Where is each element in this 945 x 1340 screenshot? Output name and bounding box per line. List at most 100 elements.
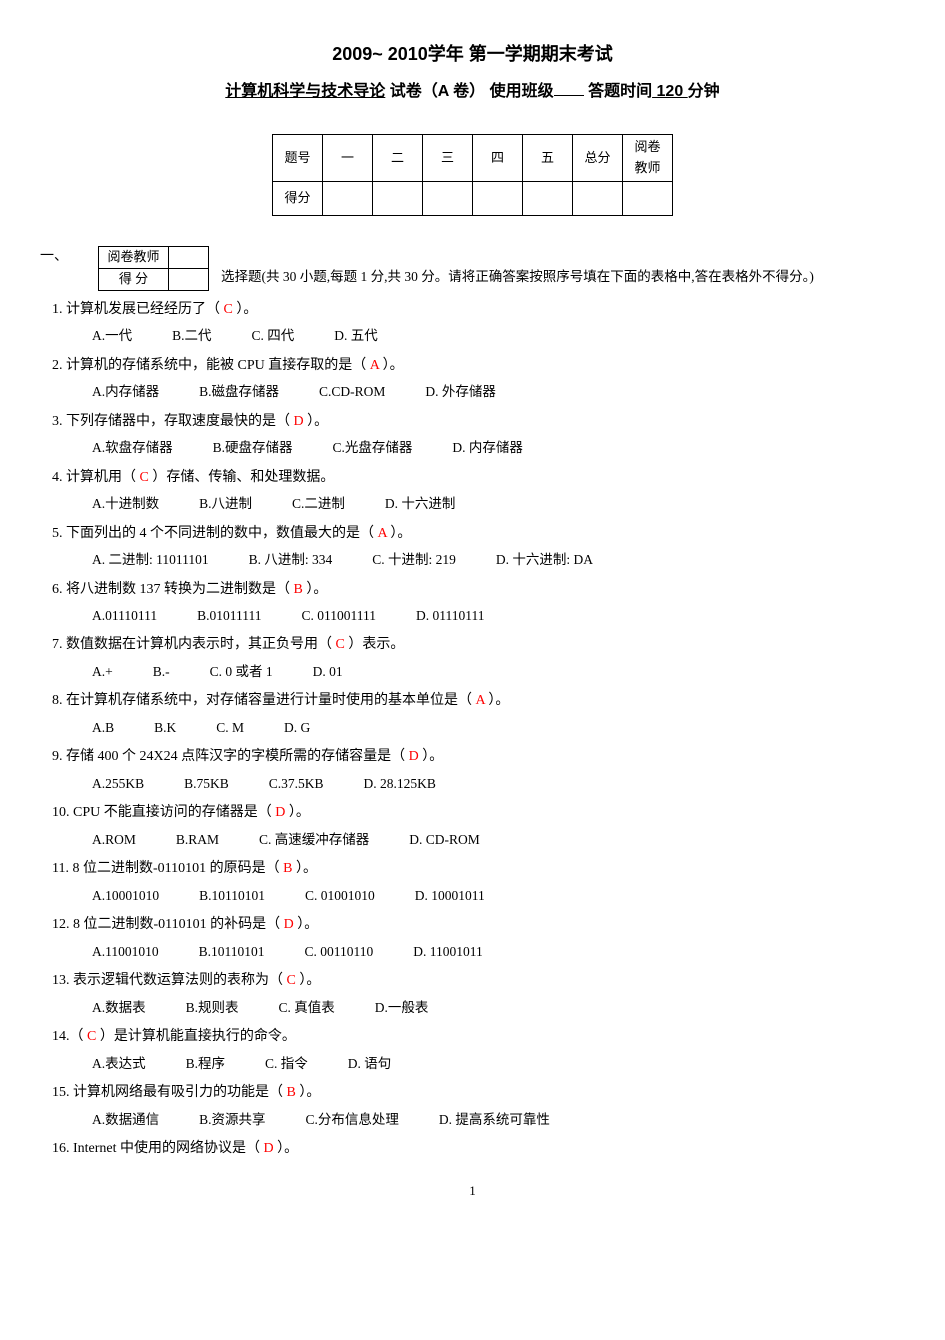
question-text: 16. Internet 中使用的网络协议是（ D ）。 (52, 1138, 905, 1160)
option: C.光盘存储器 (333, 437, 413, 459)
section-1-header: 一、 阅卷教师 得 分 选择题(共 30 小题,每题 1 分,共 30 分。请将… (40, 246, 905, 291)
score-cell (373, 181, 423, 215)
question-stem: 8 位二进制数-0110101 的补码是（ (70, 917, 281, 932)
option: C.37.5KB (269, 773, 324, 795)
time-unit: 分钟 (688, 83, 720, 100)
option: B.RAM (176, 829, 219, 851)
answer-letter: C (283, 973, 299, 988)
option: B.硬盘存储器 (213, 437, 293, 459)
question-options: A.255KB B.75KB C.37.5KB D. 28.125KB (92, 773, 905, 795)
answer-letter: C (84, 1029, 100, 1044)
question-options: A.十进制数B.八进制C.二进制D. 十六进制 (92, 493, 905, 515)
mini-label-teacher: 阅卷教师 (99, 246, 169, 268)
question-number: 2. (52, 358, 63, 373)
answer-letter: B (280, 861, 296, 876)
option: D. 28.125KB (364, 773, 436, 795)
option: B.磁盘存储器 (199, 381, 279, 403)
score-cell (523, 181, 573, 215)
questions-container: 1. 计算机发展已经经历了（ C ）。A.一代B.二代C. 四代D. 五代2. … (40, 299, 905, 1161)
score-col-label: 题号 (273, 135, 323, 182)
option: C.CD-ROM (319, 381, 385, 403)
question-tail: ）。 (299, 1085, 320, 1100)
option: B. 八进制: 334 (249, 549, 333, 571)
score-col-3: 三 (423, 135, 473, 182)
option: C.二进制 (292, 493, 345, 515)
time-label: 答题时间 (584, 83, 652, 100)
question-number: 1. (52, 302, 63, 317)
answer-letter: D (405, 749, 422, 764)
question: 5. 下面列出的 4 个不同进制的数中，数值最大的是（ A ）。A. 二进制: … (52, 523, 905, 571)
question: 6. 将八进制数 137 转换为二进制数是（ B ）。A.01110111B.0… (52, 579, 905, 627)
section-number: 一、 (40, 246, 68, 268)
option: B.10110101 (199, 885, 265, 907)
question-text: 3. 下列存储器中，存取速度最快的是（ D ）。 (52, 411, 905, 433)
question-number: 5. (52, 526, 63, 541)
option: D. 11001011 (413, 941, 483, 963)
option: B.资源共享 (199, 1109, 265, 1131)
question: 4. 计算机用（ C ）存储、传输、和处理数据。A.十进制数B.八进制C.二进制… (52, 467, 905, 515)
question-text: 6. 将八进制数 137 转换为二进制数是（ B ）。 (52, 579, 905, 601)
question-tail: ）存储、传输、和处理数据。 (152, 470, 334, 485)
question-stem: 在计算机存储系统中，对存储容量进行计量时使用的基本单位是（ (63, 693, 473, 708)
answer-letter: A (472, 693, 488, 708)
answer-letter: C (136, 470, 152, 485)
question-stem: 计算机网络最有吸引力的功能是（ (70, 1085, 284, 1100)
answer-letter: B (290, 582, 306, 597)
question-number: 12. (52, 917, 70, 932)
question-stem: （ (70, 1029, 84, 1044)
question-tail: ）。 (422, 749, 443, 764)
question-text: 7. 数值数据在计算机内表示时，其正负号用（ C ）表示。 (52, 634, 905, 656)
question-options: A.10001010B.10110101C. 01001010D. 100010… (92, 885, 905, 907)
option: A. 二进制: 11011101 (92, 549, 209, 571)
question-text: 8. 在计算机存储系统中，对存储容量进行计量时使用的基本单位是（ A ）。 (52, 690, 905, 712)
page-number: 1 (40, 1181, 905, 1202)
question-number: 16. (52, 1141, 70, 1156)
question-stem: CPU 不能直接访问的存储器是（ (70, 805, 272, 820)
option: C. M (216, 717, 244, 739)
question-tail: ）。 (289, 805, 310, 820)
option: A.255KB (92, 773, 144, 795)
question-number: 7. (52, 637, 63, 652)
question-options: A.软盘存储器B.硬盘存储器C.光盘存储器D. 内存储器 (92, 437, 905, 459)
section-description: 选择题(共 30 小题,每题 1 分,共 30 分。请将正确答案按照序号填在下面… (221, 246, 814, 288)
question-text: 11. 8 位二进制数-0110101 的原码是（ B ）。 (52, 858, 905, 880)
option: B.75KB (184, 773, 229, 795)
question: 13. 表示逻辑代数运算法则的表称为（ C ）。A.数据表B.规则表C. 真值表… (52, 970, 905, 1018)
question: 16. Internet 中使用的网络协议是（ D ）。 (52, 1138, 905, 1160)
answer-letter: D (260, 1141, 277, 1156)
option: A.11001010 (92, 941, 159, 963)
time-value: 120 (652, 83, 688, 100)
option: C. 四代 (252, 325, 295, 347)
option: D. 01110111 (416, 605, 485, 627)
question: 2. 计算机的存储系统中，能被 CPU 直接存取的是（ A ）。A.内存储器B.… (52, 355, 905, 403)
option: B.10110101 (199, 941, 265, 963)
option: D. 10001011 (415, 885, 485, 907)
question-tail: ）。 (297, 917, 318, 932)
score-cell (423, 181, 473, 215)
score-col-2: 二 (373, 135, 423, 182)
option: A.ROM (92, 829, 136, 851)
answer-letter: C (332, 637, 348, 652)
question-options: A.一代B.二代C. 四代D. 五代 (92, 325, 905, 347)
question-tail: ）。 (236, 302, 257, 317)
score-row-label: 得分 (273, 181, 323, 215)
option: C. 011001111 (302, 605, 377, 627)
question-number: 15. (52, 1085, 70, 1100)
option: A.10001010 (92, 885, 159, 907)
score-cell (323, 181, 373, 215)
question-stem: 数值数据在计算机内表示时，其正负号用（ (63, 637, 333, 652)
question-stem: 将八进制数 137 转换为二进制数是（ (63, 582, 291, 597)
score-table: 题号 一 二 三 四 五 总分 阅卷 教师 得分 (272, 134, 673, 216)
option: C. 指令 (265, 1053, 308, 1075)
question-tail: ）。 (306, 582, 327, 597)
option: D. 外存储器 (425, 381, 496, 403)
question-stem: 计算机用（ (63, 470, 137, 485)
question-options: A.数据表B.规则表C. 真值表D.一般表 (92, 997, 905, 1019)
paper-label: 试卷（A 卷） 使用班级 (385, 83, 553, 100)
answer-letter: D (280, 917, 297, 932)
option: D. 十六进制: DA (496, 549, 593, 571)
question: 7. 数值数据在计算机内表示时，其正负号用（ C ）表示。A.+B.-C. 0 … (52, 634, 905, 682)
question-number: 3. (52, 414, 63, 429)
option: D. 提高系统可靠性 (439, 1109, 550, 1131)
option: C. 00110110 (305, 941, 374, 963)
